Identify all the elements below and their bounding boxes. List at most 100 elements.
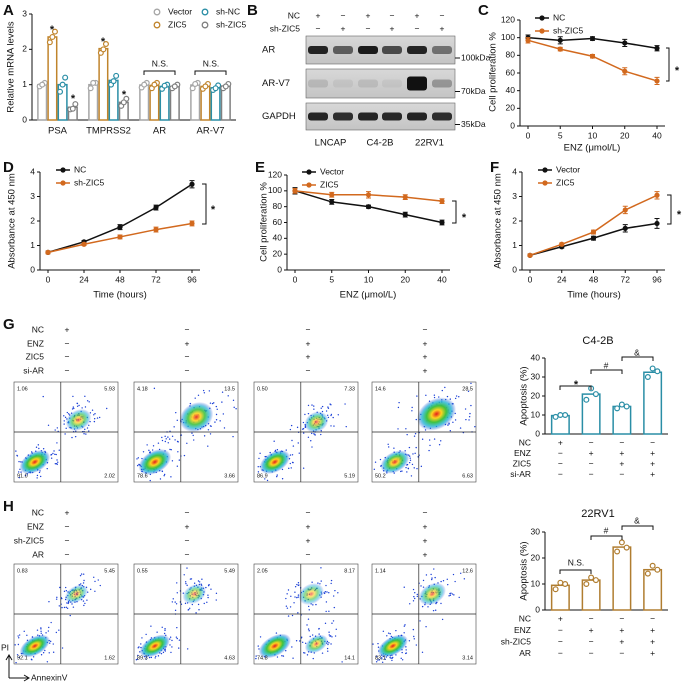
flow-event (379, 458, 382, 461)
condition-label: si-AR (510, 469, 531, 479)
condition-sign: + (306, 521, 311, 531)
flow-plot: 2.05 8.17 74.8 14.1 (253, 563, 359, 665)
condition-label: si-AR (23, 365, 44, 375)
condition-sign: + (589, 625, 594, 635)
quadrant-percent: 91.0 (17, 473, 28, 479)
flow-event (215, 413, 218, 416)
data-point (590, 235, 597, 241)
flow-event (465, 418, 467, 421)
y-axis-label: Apoptosis (%) (519, 541, 530, 600)
flow-event (84, 395, 86, 398)
flow-density (298, 583, 324, 605)
flow-event (468, 416, 471, 418)
y-tick-label: 4 (30, 166, 35, 176)
flow-event (136, 464, 139, 467)
y-tick-label: 4 (512, 166, 517, 176)
flow-event (169, 636, 172, 638)
y-tick-label: 3 (22, 8, 27, 18)
quadrant-percent: 0.50 (257, 386, 268, 392)
flow-event (80, 583, 82, 585)
data-point (402, 194, 408, 200)
x-tick-label: 20 (620, 130, 630, 140)
y-axis-label: Cell proliferation % (259, 182, 270, 262)
flow-event (178, 639, 181, 641)
condition-label: ENZ (27, 338, 44, 348)
y-tick-label: 120 (268, 169, 282, 179)
y-tick-label: 120 (501, 14, 515, 24)
flow-event (42, 652, 45, 654)
flow-event (432, 609, 435, 612)
flow-event (286, 593, 288, 595)
flow-event (186, 584, 188, 587)
flow-event (301, 641, 304, 643)
flow-event (387, 632, 390, 634)
flow-event (404, 450, 406, 452)
flow-event (419, 620, 421, 622)
blot-band (308, 46, 328, 54)
flow-event (467, 390, 470, 393)
flow-event (171, 639, 173, 642)
flow-event (307, 628, 310, 630)
legend-label: NC (74, 164, 86, 174)
flow-event (434, 576, 436, 579)
significance-bracket (621, 356, 654, 361)
flow-event (403, 586, 405, 588)
flow-event (161, 439, 164, 442)
flow-event (334, 635, 337, 637)
flow-event (197, 603, 200, 606)
condition-sign: − (65, 365, 70, 375)
condition-sign: − (185, 351, 190, 361)
flow-event (428, 449, 430, 452)
blot-header-label: NC (288, 10, 300, 20)
flow-event (294, 591, 296, 593)
flow-event (470, 382, 472, 385)
flow-event (389, 633, 391, 635)
flow-event (398, 401, 400, 404)
flow-event (145, 658, 147, 660)
flow-event (320, 580, 322, 582)
bar (581, 393, 601, 435)
flow-event (411, 406, 413, 409)
flow-event (183, 454, 186, 457)
flow-event (290, 467, 292, 469)
blot-row-label: AR (262, 45, 275, 56)
flow-event (233, 406, 235, 409)
flow-event (63, 606, 66, 609)
flow-event (55, 453, 57, 456)
y-tick-label: 2 (512, 215, 517, 225)
flow-event (421, 605, 424, 608)
flow-event (86, 400, 89, 402)
flow-event (167, 436, 169, 438)
data-point (622, 207, 628, 213)
flow-density (258, 633, 291, 659)
significance-bracket (667, 194, 672, 225)
flow-event (401, 470, 403, 472)
legend-marker (539, 15, 545, 21)
flow-event (401, 659, 404, 661)
flow-event (307, 605, 310, 608)
significance-mark: * (574, 379, 579, 391)
blot-band (358, 79, 378, 88)
flow-event (142, 451, 145, 453)
replicate-point (51, 28, 58, 35)
replicate-point (557, 579, 564, 586)
cell-line-label: C4-2B (367, 138, 394, 149)
flow-event (71, 436, 73, 439)
flow-event (173, 426, 175, 428)
flow-event (422, 586, 425, 588)
flow-event (40, 628, 42, 630)
flow-event (469, 412, 471, 415)
x-axis-label: ENZ (μmol/L) (564, 143, 621, 154)
y-tick-label: 20 (506, 103, 516, 113)
replicate-point (562, 412, 569, 419)
flow-event (275, 632, 278, 634)
flow-event (170, 448, 172, 451)
flow-event (276, 475, 278, 478)
blot-band (308, 112, 328, 121)
flow-event (178, 647, 180, 649)
flow-event (374, 461, 377, 463)
condition-sign: − (619, 469, 624, 479)
flow-event (421, 438, 424, 440)
quadrant-percent: 2.05 (257, 568, 268, 574)
significance-mark: * (50, 24, 55, 36)
